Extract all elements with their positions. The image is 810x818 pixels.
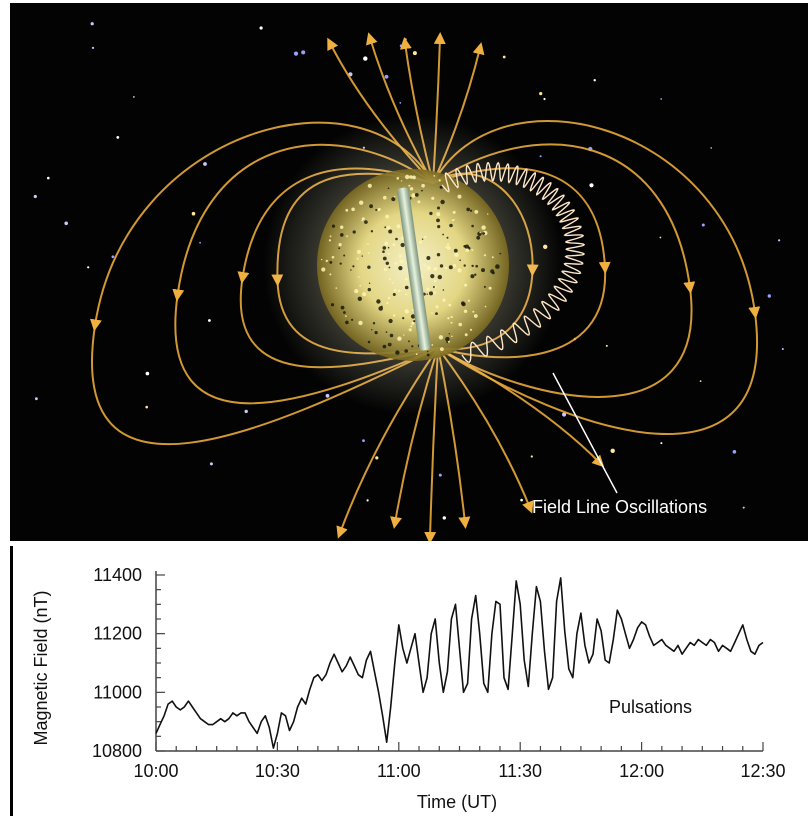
star xyxy=(325,393,330,398)
star xyxy=(605,344,608,347)
star xyxy=(562,412,567,417)
star xyxy=(199,241,202,244)
star xyxy=(366,499,369,502)
star xyxy=(191,211,196,216)
star xyxy=(399,44,403,47)
star xyxy=(301,50,306,55)
star xyxy=(767,294,771,298)
y-tick-label: 10800 xyxy=(92,741,142,761)
star xyxy=(145,371,150,376)
star xyxy=(781,348,784,350)
star xyxy=(742,506,745,509)
star xyxy=(145,405,148,409)
star xyxy=(399,102,402,104)
star xyxy=(362,439,365,442)
magnetosphere-illustration: Field Line Oscillations xyxy=(10,3,808,541)
star xyxy=(244,409,248,414)
x-tick-label: 11:00 xyxy=(377,761,421,781)
star xyxy=(610,448,615,453)
field-line-oscillation-wave xyxy=(441,161,586,363)
y-tick-label: 11000 xyxy=(93,682,142,702)
magnetic-field-chart: 10800 11000 11200 11400 10:00 10:30 11:00 11:30… xyxy=(31,565,786,812)
star xyxy=(539,155,542,158)
star xyxy=(203,162,207,166)
y-tick-label: 11400 xyxy=(93,565,142,585)
pulsations-label: Pulsations xyxy=(609,697,692,717)
star xyxy=(90,22,94,26)
star xyxy=(87,266,90,269)
x-tick-label: 12:30 xyxy=(740,761,785,781)
star xyxy=(699,380,702,382)
x-tick-label: 10:30 xyxy=(255,761,300,781)
star xyxy=(116,136,120,139)
star xyxy=(363,56,368,61)
star xyxy=(589,183,594,188)
star xyxy=(209,462,213,466)
star xyxy=(404,38,407,41)
star xyxy=(660,442,663,445)
y-tick-label: 11200 xyxy=(93,624,142,644)
star xyxy=(91,46,95,50)
star xyxy=(111,255,115,259)
star xyxy=(593,79,596,82)
star xyxy=(375,456,379,460)
star xyxy=(778,239,781,242)
star xyxy=(701,223,705,227)
field-line-loop xyxy=(89,121,439,446)
star xyxy=(530,455,533,458)
x-tick-label: 12:00 xyxy=(619,761,664,781)
star xyxy=(502,55,506,59)
x-axis-label: Time (UT) xyxy=(417,792,497,812)
star xyxy=(732,450,737,454)
x-tick-label: 11:30 xyxy=(498,761,542,781)
star xyxy=(293,51,299,56)
chart-ticks: 10800 11000 11200 11400 10:00 10:30 11:00 11:30… xyxy=(92,565,786,781)
star xyxy=(539,92,543,96)
field-line-loop xyxy=(432,120,761,435)
star xyxy=(660,98,663,100)
chart-panel: 10800 11000 11200 11400 10:00 10:30 11:00 11:30… xyxy=(10,546,810,816)
field-line-loop xyxy=(432,143,696,398)
star xyxy=(442,516,446,520)
star xyxy=(659,236,662,239)
star xyxy=(384,74,389,79)
star xyxy=(412,51,417,56)
star xyxy=(208,319,211,322)
star xyxy=(33,194,37,199)
magnetosphere-svg: Field Line Oscillations xyxy=(33,22,784,541)
chart-axes xyxy=(155,571,763,752)
field-line-oscillations-label: Field Line Oscillations xyxy=(532,497,707,517)
magnet-bar xyxy=(397,187,431,351)
y-axis-label: Magnetic Field (nT) xyxy=(31,590,51,745)
star xyxy=(710,147,712,149)
star xyxy=(47,176,50,180)
star xyxy=(64,221,68,226)
star xyxy=(520,498,523,502)
star xyxy=(543,97,546,101)
annotation-pointer-line xyxy=(552,372,618,494)
x-tick-label: 10:00 xyxy=(133,761,178,781)
star xyxy=(438,473,442,477)
star xyxy=(35,397,38,401)
star xyxy=(133,96,135,98)
star xyxy=(259,26,263,30)
magnetic-field-series-line xyxy=(155,577,764,749)
